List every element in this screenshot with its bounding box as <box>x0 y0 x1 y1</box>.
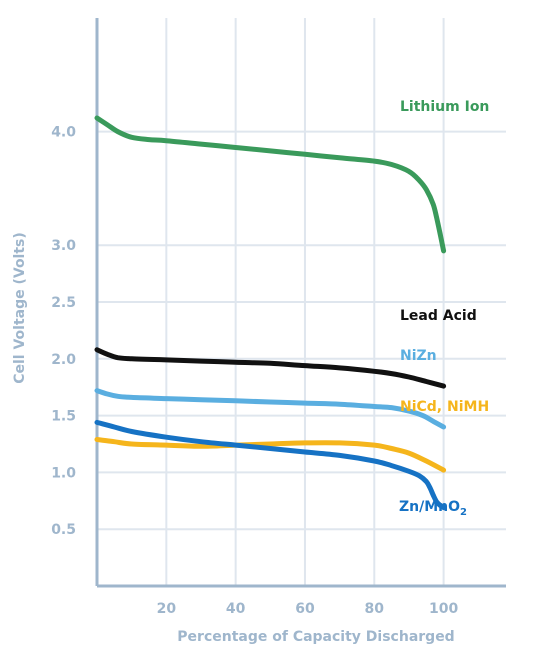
x-axis-title: Percentage of Capacity Discharged <box>177 629 454 645</box>
y-axis-title: Cell Voltage (Volts) <box>12 232 28 384</box>
y-tick-label: 2.5 <box>51 295 76 311</box>
series-labels: Lithium Ion Lead Acid NiZn NiCd, NiMH Zn/MnO… <box>399 99 489 518</box>
series-label-lead-acid: Lead Acid <box>400 308 477 324</box>
y-tick-label: 1.0 <box>51 465 76 481</box>
series-label-nicd-nimh: NiCd, NiMH <box>400 399 489 415</box>
tick-labels: 20 40 60 80 100 0.5 1.0 1.5 2.0 2.5 3.0 4.0 <box>51 125 458 617</box>
y-tick-label: 0.5 <box>51 522 76 538</box>
series-label-lithium-ion: Lithium Ion <box>400 99 489 115</box>
series-lines <box>94 115 447 511</box>
x-tick-label: 20 <box>157 601 177 617</box>
axes <box>95 18 506 588</box>
series-line-nicd-nimh <box>94 437 447 473</box>
y-tick-label: 4.0 <box>51 125 76 141</box>
x-tick-label: 100 <box>429 601 458 617</box>
x-tick-label: 60 <box>295 601 315 617</box>
y-tick-label: 3.0 <box>51 238 76 254</box>
x-tick-label: 80 <box>365 601 385 617</box>
grid <box>97 18 506 586</box>
series-label-zn-mno: Zn/MnO2 <box>399 499 467 518</box>
series-label-nizn: NiZn <box>400 348 437 364</box>
x-tick-label: 40 <box>226 601 246 617</box>
series-line-lead-acid <box>94 347 447 389</box>
y-tick-label: 1.5 <box>51 409 76 425</box>
series-line-nizn <box>94 388 447 430</box>
series-line-lithium-ion <box>94 115 447 254</box>
y-tick-label: 2.0 <box>51 352 76 368</box>
series-line-zn-mno <box>94 419 447 511</box>
